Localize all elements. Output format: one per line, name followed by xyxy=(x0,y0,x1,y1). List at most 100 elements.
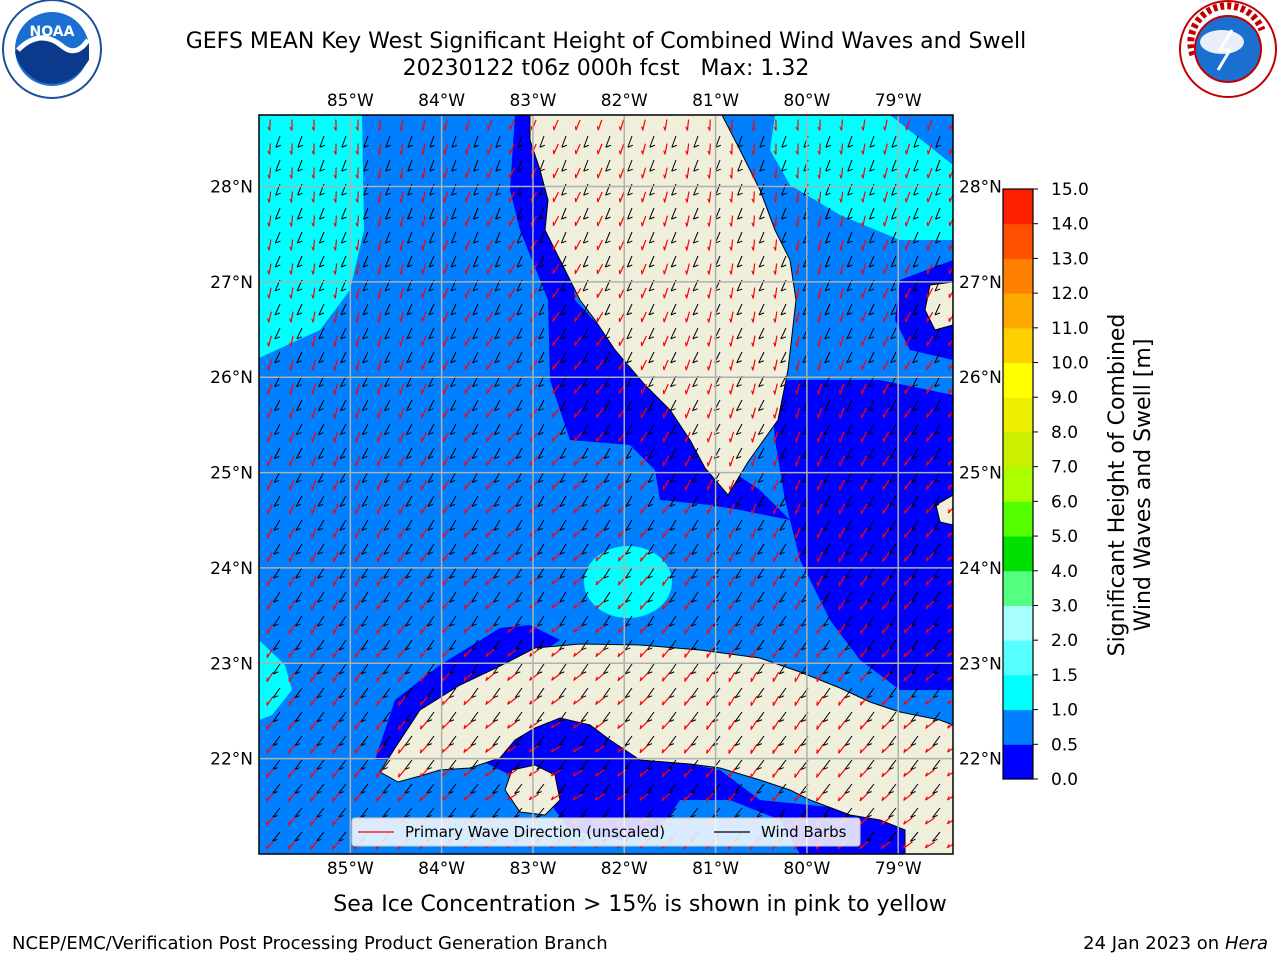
wave-direction-arrow xyxy=(443,119,448,131)
wind-barb xyxy=(339,567,347,579)
wave-direction-arrow xyxy=(486,167,493,179)
wind-barb xyxy=(363,135,370,148)
wave-direction-arrow xyxy=(530,408,538,418)
wave-height-field-0-0-5-cuba-south xyxy=(480,705,953,854)
wind-barb xyxy=(758,399,765,412)
wave-direction-arrow xyxy=(443,167,448,179)
wind-barb xyxy=(405,495,413,507)
wave-direction-arrow xyxy=(507,648,517,658)
wave-direction-arrow xyxy=(376,455,383,467)
colorbar-tick-label: 8.0 xyxy=(1051,423,1078,443)
wind-barb xyxy=(603,447,611,459)
wave-direction-arrow xyxy=(684,407,691,419)
legend-wave-direction-label: Primary Wave Direction (unscaled) xyxy=(405,823,665,841)
wave-direction-arrow xyxy=(772,527,779,539)
wave-direction-arrow xyxy=(773,191,777,203)
wave-direction-arrow xyxy=(795,431,801,443)
wind-barb xyxy=(625,423,633,436)
wind-barb xyxy=(427,519,435,531)
wave-direction-arrow xyxy=(947,579,953,586)
wind-barb xyxy=(384,255,391,268)
wave-direction-arrow xyxy=(838,383,845,395)
wave-direction-arrow xyxy=(376,768,384,778)
wave-direction-arrow xyxy=(288,455,295,467)
wave-direction-arrow xyxy=(333,191,337,203)
wave-direction-arrow xyxy=(685,311,691,323)
wave-direction-arrow xyxy=(355,263,360,275)
wave-direction-arrow xyxy=(925,648,935,658)
wind-barb xyxy=(867,615,875,627)
wave-direction-arrow xyxy=(816,599,824,611)
wind-barb xyxy=(756,856,764,865)
wave-direction-arrow xyxy=(860,383,867,395)
wave-direction-arrow xyxy=(507,528,517,538)
wave-direction-arrow xyxy=(442,287,449,299)
wind-barb xyxy=(471,543,479,555)
wind-barb xyxy=(933,447,941,459)
wave-direction-arrow xyxy=(464,504,472,514)
wind-barb xyxy=(780,351,787,364)
wave-direction-arrow xyxy=(486,408,494,418)
wind-barb xyxy=(404,711,413,723)
colorbar-swatch xyxy=(1003,501,1033,537)
wave-direction-arrow xyxy=(948,410,953,418)
wind-barb xyxy=(536,783,545,794)
wave-direction-arrow xyxy=(750,479,757,491)
wave-direction-arrow xyxy=(551,600,561,610)
wave-direction-arrow xyxy=(399,143,404,155)
wave-direction-arrow xyxy=(662,576,670,586)
wave-direction-arrow xyxy=(595,745,605,753)
wave-direction-arrow xyxy=(376,527,383,539)
wind-barb xyxy=(910,759,919,771)
wind-barb xyxy=(516,255,523,268)
wind-barb xyxy=(779,471,787,483)
wave-direction-arrow xyxy=(551,576,561,586)
wind-barb xyxy=(889,591,897,603)
wind-barb xyxy=(316,759,325,771)
wave-direction-arrow xyxy=(310,695,318,707)
wave-direction-arrow xyxy=(882,528,890,538)
wind-barb xyxy=(318,207,325,220)
wind-barb xyxy=(625,567,633,579)
wave-direction-arrow xyxy=(925,624,935,634)
wave-direction-arrow xyxy=(946,819,953,825)
wave-direction-arrow xyxy=(399,335,405,347)
wave-direction-arrow xyxy=(947,699,953,705)
wind-barb xyxy=(780,327,787,340)
wind-barb xyxy=(494,207,501,220)
wave-direction-arrow xyxy=(882,335,889,347)
wind-barb xyxy=(471,591,479,603)
wave-direction-arrow xyxy=(507,480,517,490)
wave-direction-arrow xyxy=(484,793,495,801)
wave-direction-arrow xyxy=(355,431,361,443)
wave-direction-arrow xyxy=(530,384,538,394)
wind-barb xyxy=(912,231,919,244)
wind-barb xyxy=(316,687,325,699)
wind-barb xyxy=(932,807,941,818)
wave-direction-arrow xyxy=(464,167,471,179)
wind-barb xyxy=(603,423,611,436)
wave-direction-arrow xyxy=(728,647,736,659)
wind-barb xyxy=(866,687,875,699)
wave-direction-arrow xyxy=(463,744,473,754)
wave-direction-arrow xyxy=(707,215,712,227)
wave-direction-arrow xyxy=(926,432,934,442)
wave-direction-arrow xyxy=(707,287,712,299)
wind-barb xyxy=(934,303,941,316)
wind-barb xyxy=(340,231,347,244)
wave-direction-arrow xyxy=(882,479,890,491)
wind-barb xyxy=(339,615,347,627)
wave-direction-arrow xyxy=(881,672,891,682)
wave-direction-arrow xyxy=(376,479,383,491)
wave-direction-arrow xyxy=(948,314,953,323)
wave-direction-arrow xyxy=(750,647,758,659)
wind-barb xyxy=(360,639,369,651)
wave-direction-arrow xyxy=(947,506,953,514)
wind-barb xyxy=(669,447,677,459)
wind-barb xyxy=(957,304,962,315)
wind-barb xyxy=(647,471,655,483)
wave-direction-arrow xyxy=(464,480,472,490)
wave-direction-arrow xyxy=(529,456,539,466)
colorbar-label-line1: Significant Height of Combined xyxy=(1105,314,1130,657)
wind-barb xyxy=(648,351,655,364)
